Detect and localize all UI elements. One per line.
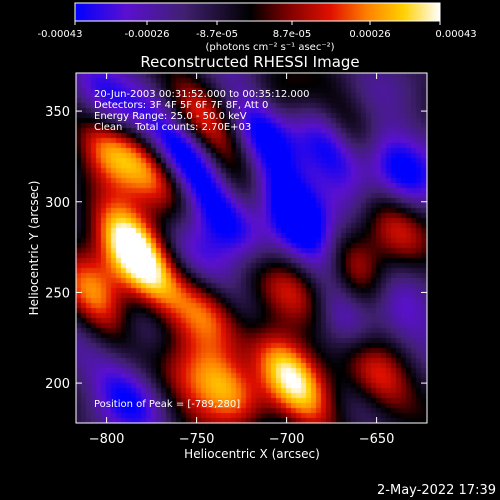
info-clean-counts: Clean Total counts: 2.70E+03 — [94, 122, 251, 133]
colorbar-tick-label-5: 0.00043 — [435, 29, 476, 40]
peak-position-label: Position of Peak = [-789,280] — [94, 399, 240, 410]
heatmap-image — [76, 73, 427, 423]
x-tick-label: −650 — [359, 432, 395, 447]
y-tick-labels: 200 250 300 350 — [45, 105, 70, 392]
x-tick-labels: −800 −750 −700 −650 — [89, 432, 395, 447]
colorbar-tick-label-3: 8.7e-05 — [273, 29, 311, 40]
info-energy-range: Energy Range: 25.0 - 50.0 keV — [94, 111, 247, 122]
x-axis-label: Heliocentric X (arcsec) — [184, 447, 320, 461]
chart-title: Reconstructed RHESSI Image — [140, 53, 359, 71]
plot-frame — [75, 72, 428, 424]
colorbar-tick-label-4: 0.00026 — [349, 29, 390, 40]
colorbar: -0.00043 -0.00026 -8.7e-05 8.7e-05 0.000… — [38, 2, 477, 53]
colorbar-tick-label-0: -0.00043 — [38, 29, 83, 40]
x-tick-label: −800 — [89, 432, 125, 447]
colorbar-unit-label: (photons cm⁻² s⁻¹ asec⁻²) — [205, 42, 334, 53]
axis-ticks — [76, 73, 427, 423]
x-tick-label: −700 — [269, 432, 305, 447]
observation-info: 20-Jun-2003 00:31:52.000 to 00:35:12.000… — [94, 89, 310, 133]
y-tick-label: 250 — [45, 286, 70, 301]
timestamp: 2-May-2022 17:39 — [377, 483, 496, 498]
colorbar-ticks — [74, 21, 441, 25]
plot-area: −800 −750 −700 −650 200 250 300 350 — [45, 72, 428, 447]
y-tick-label: 350 — [45, 105, 70, 120]
y-tick-label: 200 — [45, 377, 70, 392]
colorbar-tick-label-1: -0.00026 — [125, 29, 170, 40]
colorbar-scale — [74, 2, 441, 22]
colorbar-tick-label-2: -8.7e-05 — [196, 29, 238, 40]
x-tick-label: −750 — [179, 432, 215, 447]
y-axis-label: Heliocentric Y (arcsec) — [27, 181, 41, 316]
y-tick-label: 300 — [45, 196, 70, 211]
info-time-range: 20-Jun-2003 00:31:52.000 to 00:35:12.000 — [94, 89, 310, 100]
info-detectors: Detectors: 3F 4F 5F 6F 7F 8F, Att 0 — [94, 100, 268, 111]
